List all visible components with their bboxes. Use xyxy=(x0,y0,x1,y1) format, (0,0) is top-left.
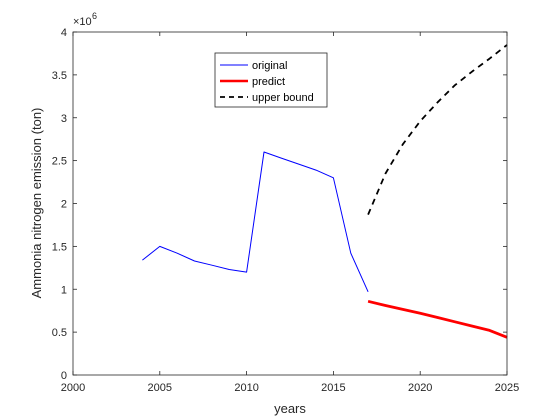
data-point-upper-bound xyxy=(368,214,369,215)
x-tick-label: 2015 xyxy=(321,382,345,394)
y-tick-label: 3 xyxy=(61,113,67,125)
data-point-predict xyxy=(402,309,403,310)
series-line-upper-bound xyxy=(367,44,508,215)
x-axis-label: years xyxy=(274,401,306,416)
data-point-original xyxy=(177,253,178,254)
data-point-original xyxy=(316,170,317,171)
data-point-original xyxy=(246,272,247,273)
data-point-upper-bound xyxy=(402,144,403,145)
data-point-original xyxy=(194,261,195,262)
data-point-upper-bound xyxy=(385,173,386,174)
y-exponent-base: ×10 xyxy=(73,16,92,28)
series-line-original xyxy=(142,151,369,293)
data-point-original xyxy=(368,291,369,292)
data-point-upper-bound xyxy=(437,102,438,103)
data-point-upper-bound xyxy=(454,85,455,86)
y-tick-label: 4 xyxy=(61,27,67,39)
data-point-predict xyxy=(385,305,386,306)
y-axis-label: Ammonia nitrogen emission (ton) xyxy=(29,108,44,299)
y-tick-label: 3.5 xyxy=(52,70,67,82)
data-point-original xyxy=(211,265,212,266)
ticks-layer: 2000 2005 2010 2015 2020 2025 0 0.5 1 1.5 2 2.5 3 3.5… xyxy=(52,27,520,394)
series-line-predict xyxy=(367,299,508,339)
y-tick-label: 2.5 xyxy=(52,156,67,168)
data-point-predict xyxy=(489,330,490,331)
x-tick-label: 2010 xyxy=(234,382,258,394)
data-point-predict xyxy=(368,301,369,302)
series-layer xyxy=(142,44,508,339)
y-tick-label: 0.5 xyxy=(52,327,67,339)
y-exponent-power: 6 xyxy=(92,11,97,21)
y-tick-label: 0 xyxy=(61,370,67,382)
data-point-original xyxy=(333,177,334,178)
legend-label-original: original xyxy=(252,60,287,72)
data-point-predict xyxy=(454,321,455,322)
x-tick-label: 2005 xyxy=(148,382,172,394)
data-point-original xyxy=(350,253,351,254)
data-point-original xyxy=(281,158,282,159)
y-tick-label: 1 xyxy=(61,284,67,296)
data-point-original xyxy=(264,152,265,153)
legend-label-predict: predict xyxy=(252,76,285,88)
x-tick-label: 2020 xyxy=(408,382,432,394)
y-tick-label: 1.5 xyxy=(52,241,67,253)
data-point-upper-bound xyxy=(489,58,490,59)
x-tick-label: 2025 xyxy=(495,382,519,394)
y-tick-label: 2 xyxy=(61,199,67,211)
data-point-predict xyxy=(437,317,438,318)
data-point-predict xyxy=(472,326,473,327)
y-exponent-label: ×10 6 xyxy=(73,11,97,28)
data-point-original xyxy=(142,260,143,261)
data-point-original xyxy=(159,246,160,247)
data-point-upper-bound xyxy=(472,71,473,72)
legend: original predict upper bound xyxy=(214,52,328,108)
data-point-upper-bound xyxy=(420,121,421,122)
data-point-original xyxy=(298,164,299,165)
legend-label-upper-bound: upper bound xyxy=(252,92,314,104)
data-point-original xyxy=(229,269,230,270)
data-point-predict xyxy=(420,313,421,314)
x-tick-label: 2000 xyxy=(61,382,85,394)
